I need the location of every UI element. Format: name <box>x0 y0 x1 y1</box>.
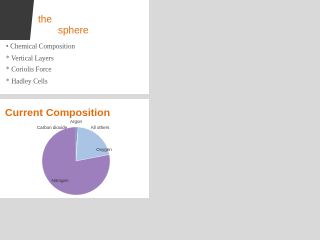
pie-slice <box>41 126 111 196</box>
bullet: * Hadley Cells <box>6 78 48 86</box>
slice-label: Oxygen <box>96 147 112 152</box>
slice-label: Nitrogen <box>51 178 69 183</box>
pie-slice <box>75 126 110 162</box>
chart-title: Current Composition <box>5 107 110 119</box>
slide-decoration <box>0 0 34 40</box>
slice-label: Carbon dioxide <box>37 125 68 130</box>
bullet: • Chemical Composition <box>6 43 75 51</box>
title-line: sphere <box>58 26 89 37</box>
title-line: the <box>38 15 52 26</box>
bullet: * Vertical Layers <box>6 55 54 63</box>
slice-label: Argon <box>70 119 83 124</box>
bullet: * Coriolis Force <box>6 66 52 74</box>
screen: the sphere • Chemical Composition * Vert… <box>0 0 149 198</box>
slice-label: All others <box>91 125 111 130</box>
page: the sphere • Chemical Composition * Vert… <box>0 0 149 198</box>
